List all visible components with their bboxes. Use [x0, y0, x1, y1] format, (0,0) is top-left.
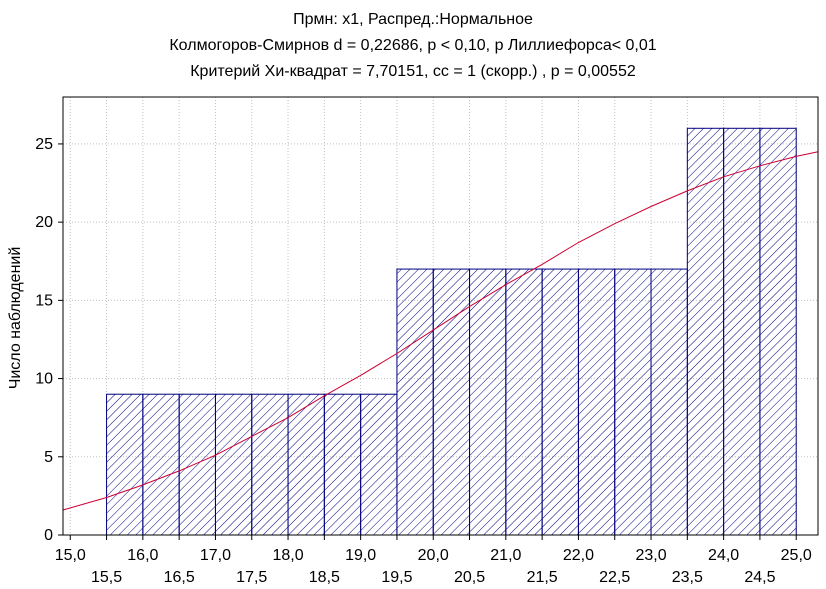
x-tick-label-lower: 16,5	[164, 569, 195, 586]
x-tick-label-lower: 23,5	[672, 569, 703, 586]
x-tick-label-upper: 15,0	[55, 547, 86, 564]
y-tick-label: 15	[35, 292, 53, 309]
x-tick-label-upper: 20,0	[418, 547, 449, 564]
x-tick-label-upper: 22,0	[563, 547, 594, 564]
x-tick-label-lower: 21,5	[527, 569, 558, 586]
x-tick-label-lower: 24,5	[744, 569, 775, 586]
y-tick-label: 0	[44, 527, 53, 544]
x-tick-label-upper: 17,0	[200, 547, 231, 564]
x-tick-label-lower: 22,5	[599, 569, 630, 586]
histogram-bar	[432, 268, 471, 536]
histogram-bar	[505, 268, 543, 536]
y-tick-label: 25	[35, 136, 53, 153]
x-tick-label-upper: 16,0	[127, 547, 158, 564]
histogram-bar	[650, 268, 688, 536]
x-tick-label-upper: 23,0	[635, 547, 666, 564]
histogram-bar	[323, 393, 362, 536]
x-tick-label-upper: 19,0	[345, 547, 376, 564]
histogram-bar	[759, 127, 797, 536]
x-tick-label-upper: 18,0	[272, 547, 303, 564]
histogram-bar	[723, 127, 761, 536]
histogram-bar	[178, 393, 216, 536]
x-tick-label-lower: 19,5	[381, 569, 412, 586]
histogram-bar	[396, 268, 434, 536]
x-tick-label-lower: 15,5	[91, 569, 122, 586]
chart-title-line-1: Прмн: x1, Распред.:Нормальное	[293, 11, 533, 28]
y-tick-label: 10	[35, 371, 53, 388]
axis-ticks: 0 5 10 15 20 25 15,0 16,0 17,0 18,0 19,0 20,0 21,0 22…	[35, 136, 812, 586]
x-tick-label-upper: 24,0	[708, 547, 739, 564]
chart-title-line-3: Критерий Хи-квадрат = 7,70151, сс = 1 (с…	[190, 63, 636, 80]
histogram-bar	[469, 268, 507, 536]
histogram-bar	[287, 393, 325, 536]
histogram-bar	[577, 268, 616, 536]
y-tick-label: 5	[44, 449, 53, 466]
x-tick-label-upper: 25,0	[781, 547, 812, 564]
plot-frame	[62, 96, 819, 536]
x-tick-label-lower: 18,5	[309, 569, 340, 586]
histogram-bar	[142, 393, 180, 536]
y-tick-label: 20	[35, 214, 53, 231]
x-tick-label-upper: 21,0	[490, 547, 521, 564]
normal-curve	[62, 151, 819, 511]
histogram-bars	[106, 127, 797, 536]
histogram-bar	[214, 393, 253, 536]
histogram-bar	[106, 393, 144, 536]
x-tick-label-lower: 17,5	[236, 569, 267, 586]
histogram-bar	[360, 393, 398, 536]
x-tick-label-lower: 20,5	[454, 569, 485, 586]
histogram-bar	[541, 268, 579, 536]
histogram-bar	[614, 268, 652, 536]
histogram-bar	[251, 393, 289, 536]
normal-fit-curve	[62, 151, 819, 511]
chart-title-line-2: Колмогоров-Смирнов d = 0,22686, p < 0,10…	[169, 37, 657, 54]
